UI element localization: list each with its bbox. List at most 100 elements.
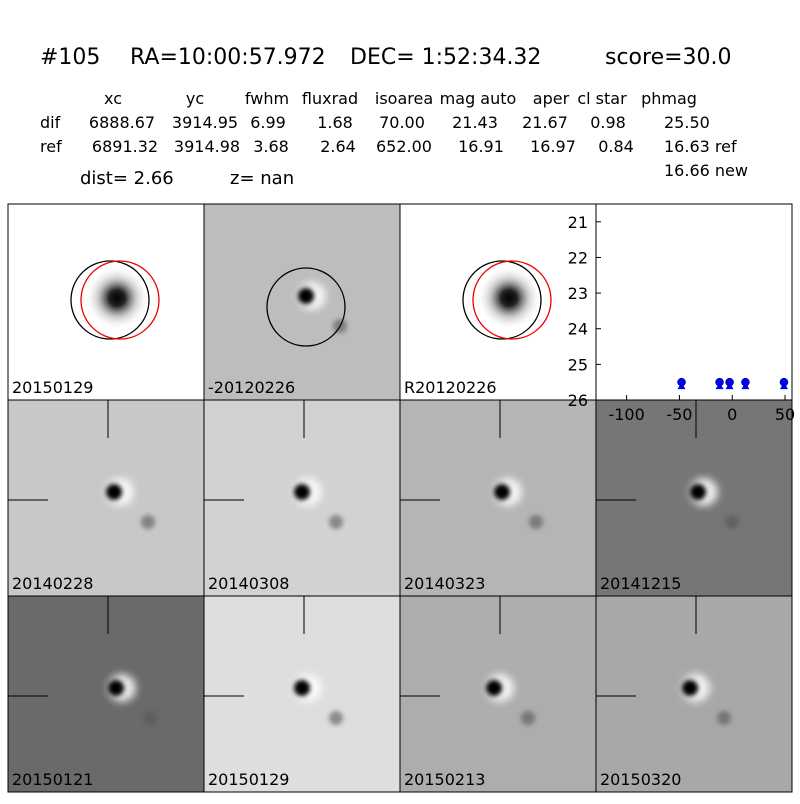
image-stamp: 20141215 xyxy=(595,399,793,597)
y-tick-label: 23 xyxy=(568,284,588,303)
stamp-background xyxy=(8,400,204,596)
core xyxy=(682,680,698,696)
column-header: xc xyxy=(104,89,122,108)
dist: dist= 2.66 xyxy=(80,168,174,189)
cell: 3914.95 xyxy=(172,113,238,132)
stamp-content xyxy=(204,400,400,596)
core xyxy=(298,288,314,304)
stamp-background xyxy=(8,596,204,792)
cell: 21.43 xyxy=(452,113,498,132)
stamp-label: 20141215 xyxy=(600,574,681,593)
stamp-content xyxy=(596,400,792,596)
stamp-frame xyxy=(595,595,793,793)
stamp-content xyxy=(8,596,204,792)
stamp-label: 20150121 xyxy=(12,770,93,789)
cell: 2.64 xyxy=(320,137,356,156)
plot-background xyxy=(595,203,793,401)
stamp-label: 20150129 xyxy=(12,378,93,397)
point xyxy=(715,377,724,387)
image-stamp: -20120226 xyxy=(203,203,401,401)
cell: 6891.32 xyxy=(92,137,158,156)
companion xyxy=(529,515,543,529)
y-tick-label: 21 xyxy=(568,213,588,232)
stamp-label: -20120226 xyxy=(208,378,295,397)
core xyxy=(108,680,124,696)
image-stamp: 20150129 xyxy=(203,595,401,793)
cell: 3.68 xyxy=(253,137,289,156)
column-header: fwhm xyxy=(245,89,289,108)
x-tick-label: 0 xyxy=(727,405,737,424)
ra: RA=10:00:57.972 xyxy=(130,45,326,70)
y-tick-label: 26 xyxy=(568,391,588,410)
core xyxy=(494,484,510,500)
stamp-label: R20120226 xyxy=(404,378,497,397)
image-stamp: 20150129 xyxy=(7,203,205,401)
cell: 16.63 ref xyxy=(664,137,737,156)
stamp-label: 20150320 xyxy=(600,770,681,789)
star xyxy=(477,266,541,330)
stamp-content xyxy=(204,596,400,792)
companion xyxy=(141,515,155,529)
stamp-content xyxy=(204,204,400,400)
cell: 0.98 xyxy=(590,113,626,132)
point xyxy=(677,377,686,387)
phmag-new: 16.66 new xyxy=(664,161,748,180)
cell: 1.68 xyxy=(317,113,353,132)
stamp-content xyxy=(400,596,596,792)
cell: 6.99 xyxy=(250,113,286,132)
cell: 0.84 xyxy=(598,137,634,156)
companion xyxy=(725,515,739,529)
star xyxy=(85,266,149,330)
core xyxy=(486,680,502,696)
cell: 25.50 xyxy=(664,113,710,132)
cell: 21.67 xyxy=(522,113,568,132)
z: z= nan xyxy=(230,168,294,189)
stamp-label: 20140308 xyxy=(208,574,289,593)
candidate-id: #105 xyxy=(40,45,100,70)
image-stamp: R20120226 xyxy=(399,203,597,401)
companion xyxy=(717,711,731,725)
stamp-label: 20150129 xyxy=(208,770,289,789)
cell: 6888.67 xyxy=(89,113,155,132)
x-tick-label: -100 xyxy=(608,405,644,424)
ref-circle xyxy=(70,260,150,340)
column-header: mag auto xyxy=(440,89,517,108)
cell: 16.97 xyxy=(530,137,576,156)
ref-circle xyxy=(462,260,542,340)
new-circle xyxy=(80,260,160,340)
core xyxy=(294,680,310,696)
column-header: isoarea xyxy=(375,89,433,108)
score: score=30.0 xyxy=(605,45,732,70)
image-stamp: 20140228 xyxy=(7,399,205,597)
point xyxy=(741,377,750,387)
stamp-label: 20140228 xyxy=(12,574,93,593)
x-tick-label: -50 xyxy=(666,405,692,424)
cell: 16.91 xyxy=(458,137,504,156)
companion xyxy=(143,711,157,725)
cell: 70.00 xyxy=(379,113,425,132)
companion xyxy=(521,711,535,725)
stamp-label: 20140323 xyxy=(404,574,485,593)
column-header: aper xyxy=(533,89,570,108)
new-circle xyxy=(472,260,552,340)
y-tick-label: 22 xyxy=(568,248,588,267)
y-tick-label: 24 xyxy=(568,320,588,339)
image-stamp: 20140323 xyxy=(399,399,597,597)
companion xyxy=(329,515,343,529)
image-stamp: 20140308 xyxy=(203,399,401,597)
point xyxy=(779,377,789,387)
image-stamp: 20150320 xyxy=(595,595,793,793)
x-tick-label: 50 xyxy=(775,405,795,424)
column-header: yc xyxy=(186,89,204,108)
stamp-content xyxy=(400,400,596,596)
row-label: dif xyxy=(40,113,61,132)
image-stamp: 20150121 xyxy=(7,595,205,793)
core xyxy=(690,484,706,500)
cell: 3914.98 xyxy=(174,137,240,156)
stamp-content xyxy=(400,204,596,400)
dec: DEC= 1:52:34.32 xyxy=(350,45,541,70)
stamp-content xyxy=(8,400,204,596)
stamp-content xyxy=(8,204,204,400)
stamp-label: 20150213 xyxy=(404,770,485,789)
